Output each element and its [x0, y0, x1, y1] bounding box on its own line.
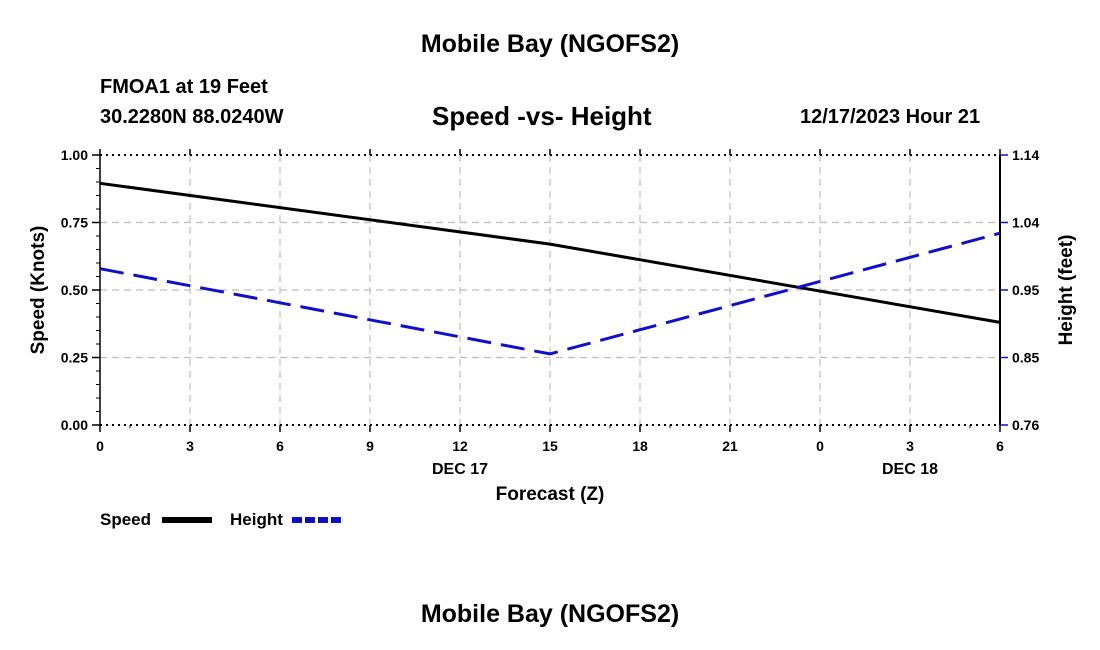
left-axis-title: Speed (Knots): [28, 226, 49, 355]
x-axis-tick-label: 0: [96, 438, 104, 454]
right-axis-tick-label: 0.76: [1012, 417, 1039, 433]
left-axis-tick-label: 0.50: [61, 282, 88, 298]
x-axis-date-label: DEC 18: [882, 461, 938, 478]
x-axis-tick-label: 15: [542, 438, 558, 454]
x-axis-tick-label: 0: [816, 438, 824, 454]
x-axis-tick-label: 6: [996, 438, 1004, 454]
series-line-height: [99, 231, 1001, 356]
chart-main-title: Mobile Bay (NGOFS2): [420, 30, 680, 58]
series-line-speed: [99, 181, 1001, 324]
right-axis-tick-label: 1.14: [1012, 147, 1039, 163]
left-axis-tick-label: 0.75: [61, 215, 88, 231]
x-axis-tick-label: 3: [906, 438, 914, 454]
right-axis-tick-label: 1.04: [1012, 215, 1039, 231]
chart-footer-title: Mobile Bay (NGOFS2): [420, 600, 680, 628]
station-coordinates: 30.2280N 88.0240W: [100, 106, 284, 128]
x-axis-date-label: DEC 17: [432, 461, 488, 478]
x-axis-tick-label: 21: [722, 438, 738, 454]
left-axis-tick-label: 1.00: [61, 147, 88, 163]
chart-subtitle: Speed -vs- Height: [432, 101, 652, 131]
station-label: FMOA1 at 19 Feet: [100, 76, 268, 98]
x-axis-tick-label: 6: [276, 438, 284, 454]
forecast-datetime: 12/17/2023 Hour 21: [800, 106, 981, 128]
left-axis-tick-label: 0.00: [61, 417, 88, 433]
right-axis-tick-label: 0.85: [1012, 350, 1039, 366]
x-axis-title: Forecast (Z): [496, 484, 605, 505]
right-axis-title: Height (feet): [1056, 235, 1077, 346]
right-axis-tick-label: 0.95: [1012, 282, 1039, 298]
x-axis-tick-label: 12: [452, 438, 468, 454]
legend-speed-label: Speed: [100, 510, 152, 529]
legend-height-label: Height: [230, 510, 283, 529]
x-axis-tick-label: 18: [632, 438, 648, 454]
left-axis-tick-label: 0.25: [61, 350, 88, 366]
x-axis-tick-label: 3: [186, 438, 194, 454]
x-axis-tick-label: 9: [366, 438, 374, 454]
